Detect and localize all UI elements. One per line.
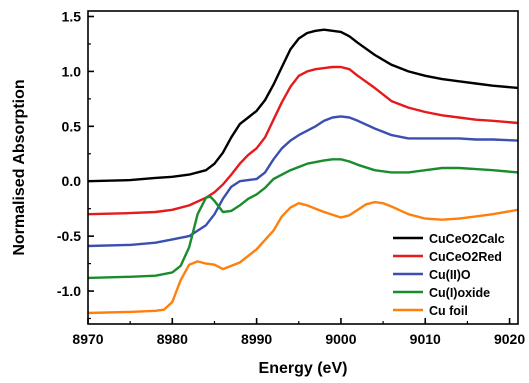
y-tick-label: 1.0 <box>62 63 82 79</box>
legend-label-2: Cu(II)O <box>429 268 471 282</box>
legend-label-0: CuCeO2Calc <box>429 232 505 246</box>
x-axis-label: Energy (eV) <box>259 360 348 377</box>
plot-frame <box>87 10 519 325</box>
y-tick-label: 0.0 <box>62 173 82 189</box>
series-line-1 <box>87 65 519 216</box>
x-tick-label: 8990 <box>241 331 272 347</box>
y-tick-label: -0.5 <box>57 228 81 244</box>
series-line-2 <box>87 115 519 248</box>
y-axis-label: Normalised Absorption <box>11 79 28 255</box>
legend-label-1: CuCeO2Red <box>429 250 502 264</box>
series-line-4 <box>87 200 519 315</box>
series-line-0 <box>87 28 519 183</box>
x-tick-label: 9010 <box>410 331 441 347</box>
legend-label-3: Cu(I)oxide <box>429 286 490 300</box>
x-tick-label: 8980 <box>157 331 188 347</box>
y-tick-label: 0.5 <box>62 118 82 134</box>
legend-label-4: Cu foil <box>429 304 468 318</box>
x-axis-ticks: 8970 8980 8990 9000 9010 9020 <box>72 318 525 347</box>
series-layer <box>87 28 519 315</box>
x-tick-label: 8970 <box>72 331 103 347</box>
y-tick-label: -1.0 <box>57 283 81 299</box>
series-line-3 <box>87 158 519 280</box>
x-tick-label: 9020 <box>494 331 525 347</box>
legend: CuCeO2Calc CuCeO2Red Cu(II)O Cu(I)oxide Cu f… <box>393 232 505 318</box>
y-tick-label: 1.5 <box>62 8 82 24</box>
y-axis-ticks: -1.0 -0.5 0.0 0.5 1.0 1.5 <box>57 8 94 320</box>
x-tick-label: 9000 <box>325 331 356 347</box>
